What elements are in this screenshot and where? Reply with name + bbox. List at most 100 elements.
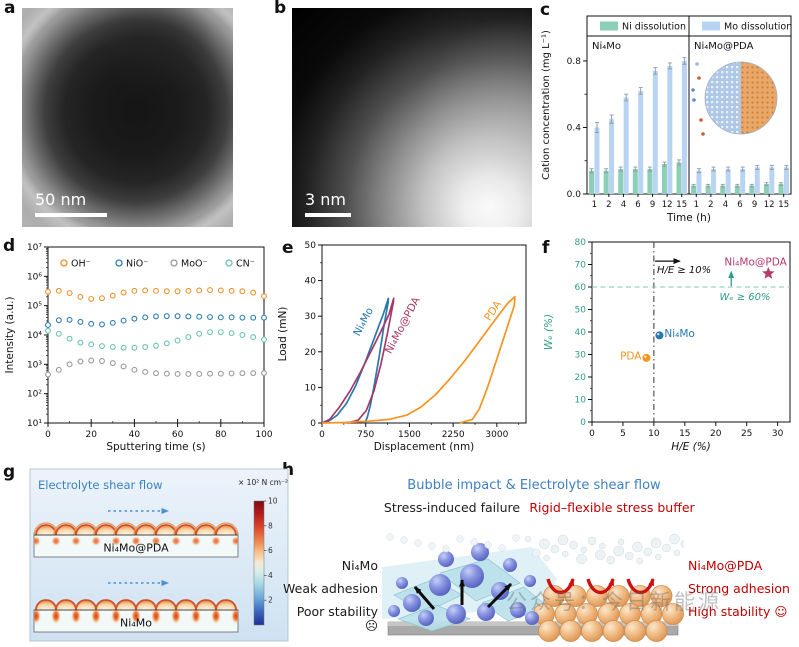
svg-text:15: 15	[676, 200, 687, 210]
svg-text:9: 9	[650, 200, 655, 210]
pda-coated-sphere	[564, 585, 587, 607]
bubble	[403, 594, 421, 612]
pda-coated-sphere	[650, 585, 673, 607]
svg-text:Intensity (a.u.): Intensity (a.u.)	[4, 297, 16, 374]
point-Ni₄Mo	[655, 331, 664, 340]
svg-text:Ni₄Mo: Ni₄Mo	[664, 328, 694, 340]
series-NiO⁻	[45, 313, 267, 328]
foam-bubble	[557, 534, 569, 546]
h-label-high-stability: High stability ☺	[688, 604, 788, 619]
curve-PDA	[321, 295, 516, 424]
bubble	[510, 602, 526, 618]
svg-text:H/E ≥ 10%: H/E ≥ 10%	[657, 265, 711, 276]
h-title: Bubble impact & Electrolyte shear flow	[407, 478, 661, 493]
pda-coated-sphere	[538, 620, 560, 642]
foam-bubble	[539, 538, 550, 550]
svg-text:20: 20	[710, 429, 722, 439]
svg-text:CN⁻: CN⁻	[236, 259, 255, 270]
scale-bar-b-line	[305, 212, 351, 217]
foam-bubble	[386, 533, 394, 541]
svg-text:10⁷: 10⁷	[27, 243, 42, 253]
svg-text:15: 15	[778, 200, 789, 210]
h-label-ni4mo-pda: Ni₄Mo@PDA	[688, 558, 763, 573]
svg-text:40: 40	[305, 277, 317, 287]
svg-text:60: 60	[575, 283, 587, 293]
stress-arrow	[486, 582, 513, 609]
panel-label-d: d	[3, 236, 16, 256]
foam-bubble	[662, 543, 671, 553]
panel-h-illustration	[382, 533, 684, 642]
scale-bar-b: 3 nm	[305, 191, 351, 217]
svg-text:30: 30	[305, 312, 317, 322]
svg-text:40: 40	[129, 430, 141, 440]
svg-text:1: 1	[694, 200, 699, 210]
scale-bar-b-text: 3 nm	[305, 189, 346, 209]
svg-text:× 10² N cm⁻²: × 10² N cm⁻²	[238, 478, 288, 487]
watermark: 公众号：今日新能源	[506, 590, 722, 614]
foam-bubble	[470, 538, 478, 546]
foam-bubble	[576, 553, 587, 565]
pda-coated-sphere	[624, 620, 646, 642]
svg-text:20: 20	[575, 373, 587, 383]
stress-arrow	[413, 586, 436, 610]
svg-text:Displacement (nm): Displacement (nm)	[374, 441, 475, 453]
svg-text:40: 40	[575, 328, 587, 338]
pda-coated-sphere	[602, 620, 625, 642]
svg-text:1: 1	[592, 200, 597, 210]
svg-text:10³: 10³	[27, 360, 42, 370]
mechanism-schematic-panel: Bubble impact & Electrolyte shear flow S…	[282, 455, 799, 647]
scale-bar-a-line	[35, 212, 107, 217]
svg-text:50: 50	[305, 241, 317, 251]
stem-image-coating-edge: 3 nm	[292, 8, 532, 227]
svg-text:0: 0	[580, 418, 586, 428]
panel-label-e: e	[282, 238, 294, 258]
foam-bubble	[624, 551, 634, 561]
svg-text:Ni₄Mo@PDA: Ni₄Mo@PDA	[103, 542, 169, 555]
svg-text:NiO⁻: NiO⁻	[126, 259, 148, 270]
h-label-ni4mo: Ni₄Mo	[341, 558, 378, 573]
svg-text:10²: 10²	[27, 390, 42, 400]
point-Ni₄Mo@PDA	[762, 267, 775, 279]
svg-text:Electrolyte shear flow: Electrolyte shear flow	[38, 478, 163, 492]
curve-Ni₄Mo@PDA	[321, 297, 395, 424]
svg-text:Ni₄Mo@PDA: Ni₄Mo@PDA	[724, 256, 787, 268]
foam-bubble	[594, 549, 606, 561]
svg-text:4: 4	[621, 200, 626, 210]
h-label-weak-adhesion: Weak adhesion	[283, 581, 378, 596]
svg-text:2250: 2250	[442, 430, 465, 440]
svg-text:6: 6	[268, 546, 273, 555]
svg-text:60: 60	[172, 430, 184, 440]
svg-text:50: 50	[575, 306, 587, 316]
panel-label-g: g	[3, 462, 16, 482]
tem-image-ni4mo-pda-particle: 50 nm	[22, 8, 233, 227]
svg-text:10⁴: 10⁴	[27, 331, 42, 341]
foam-bubble	[599, 542, 606, 550]
foam-bubble	[680, 539, 684, 549]
svg-text:70: 70	[575, 261, 587, 271]
svg-text:Ni dissolution: Ni dissolution	[622, 22, 686, 33]
elastic-recovery-scatter-chart: 0 10 20 30 40 50 60 70 80 0 5 10 15 20 25 30 H/E ≥ 10% Wₑ…	[543, 238, 791, 453]
pda-coated-sphere	[607, 585, 630, 607]
foam-bubble	[484, 541, 492, 549]
svg-text:0: 0	[589, 429, 595, 439]
scale-bar-a: 50 nm	[35, 191, 107, 217]
svg-text:12: 12	[764, 200, 775, 210]
foam-bubble	[550, 544, 560, 554]
svg-text:80: 80	[575, 238, 587, 248]
svg-text:Cation concentration (mg L⁻¹): Cation concentration (mg L⁻¹)	[541, 30, 552, 180]
bubble	[460, 564, 484, 588]
foam-bubble	[524, 535, 532, 543]
foam-bubble	[613, 545, 625, 557]
svg-text:0.8: 0.8	[567, 57, 582, 67]
bubble	[503, 558, 517, 572]
h-right-heading: Rigid–flexible stress buffer	[529, 500, 695, 515]
svg-text:PDA: PDA	[620, 350, 642, 362]
bubble	[388, 605, 400, 617]
shear-stress-simulation: Electrolyte shear flow × 10² N cm⁻² 10 8 6 4 2…	[29, 468, 289, 642]
foam-bubble	[428, 542, 436, 550]
foam-bubble	[400, 536, 408, 544]
foam-bubble	[531, 548, 541, 558]
svg-text:Ni₄Mo: Ni₄Mo	[120, 617, 152, 630]
bubble	[396, 577, 408, 589]
foam-bubble	[606, 555, 615, 565]
